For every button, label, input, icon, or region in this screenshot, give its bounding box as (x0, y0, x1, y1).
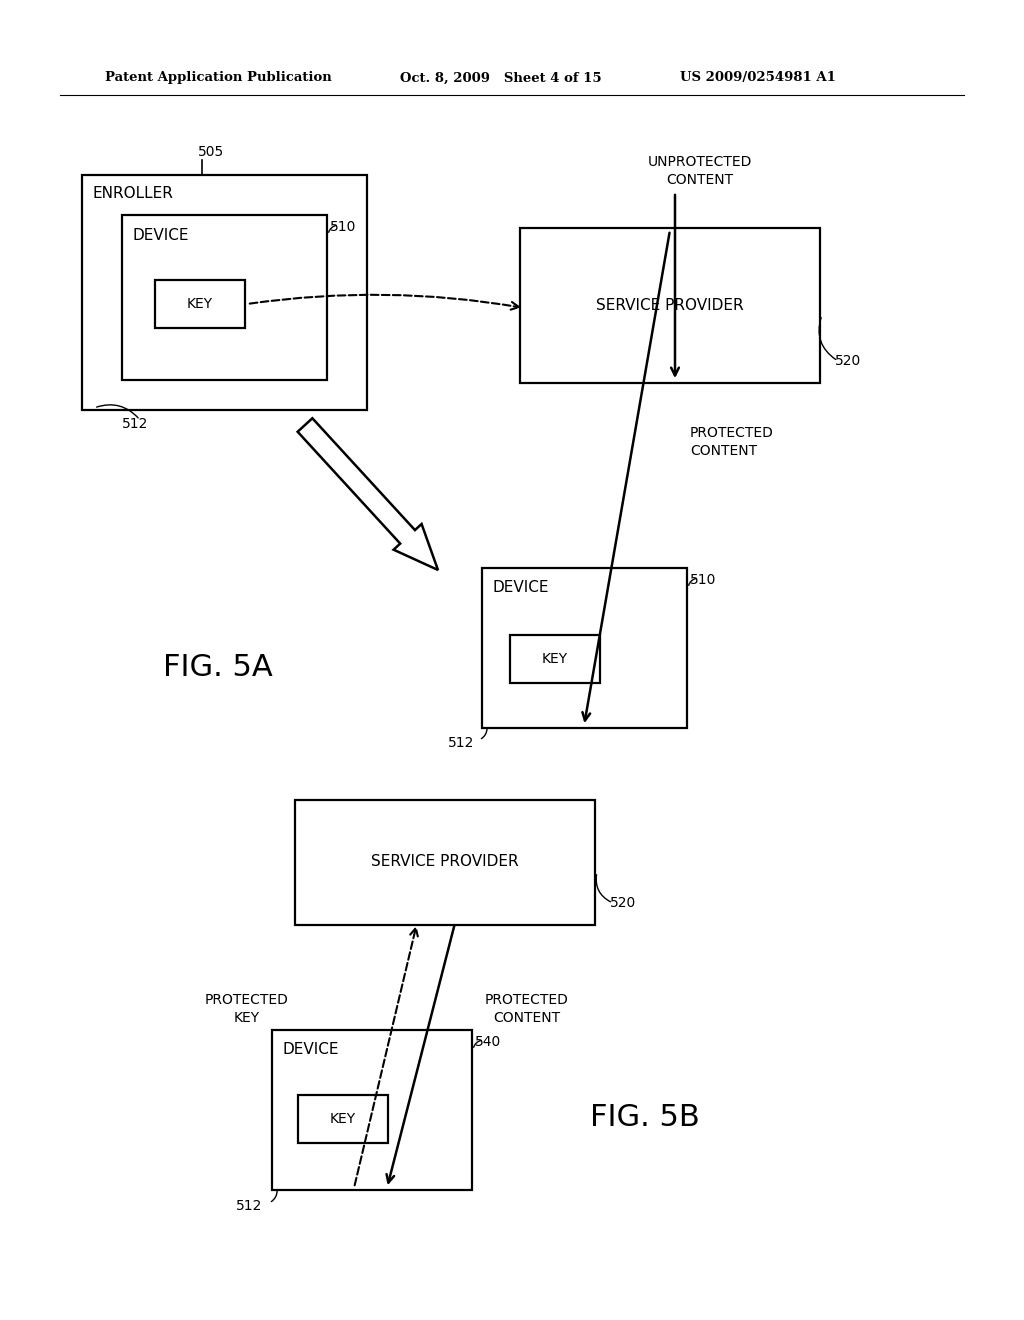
Bar (520, 228, 820, 383)
Text: PROTECTED: PROTECTED (690, 426, 774, 440)
Text: KEY: KEY (187, 297, 213, 312)
Text: 510: 510 (690, 573, 717, 587)
Bar (510, 635, 600, 682)
Text: FIG. 5B: FIG. 5B (590, 1104, 699, 1133)
Bar (82, 176, 367, 411)
Text: PROTECTED: PROTECTED (205, 993, 289, 1007)
Text: Oct. 8, 2009   Sheet 4 of 15: Oct. 8, 2009 Sheet 4 of 15 (400, 71, 602, 84)
Text: DEVICE: DEVICE (282, 1043, 339, 1057)
Bar (298, 1096, 388, 1143)
Text: 512: 512 (236, 1199, 262, 1213)
Text: PROTECTED: PROTECTED (485, 993, 569, 1007)
Text: 512: 512 (447, 737, 474, 750)
Bar (272, 1030, 472, 1191)
Text: US 2009/0254981 A1: US 2009/0254981 A1 (680, 71, 836, 84)
Text: DEVICE: DEVICE (492, 581, 549, 595)
Bar (295, 800, 595, 925)
Text: KEY: KEY (330, 1111, 356, 1126)
Bar (155, 280, 245, 327)
Bar (482, 568, 687, 729)
Text: SERVICE PROVIDER: SERVICE PROVIDER (596, 297, 743, 313)
Text: CONTENT: CONTENT (690, 444, 757, 458)
Text: 510: 510 (330, 220, 356, 234)
Text: 505: 505 (198, 145, 224, 158)
Polygon shape (298, 418, 438, 570)
Text: ENROLLER: ENROLLER (92, 186, 173, 201)
Text: CONTENT: CONTENT (494, 1011, 560, 1026)
Text: KEY: KEY (542, 652, 568, 667)
Text: 520: 520 (835, 354, 861, 368)
Text: FIG. 5A: FIG. 5A (163, 653, 272, 682)
Text: SERVICE PROVIDER: SERVICE PROVIDER (371, 854, 519, 870)
Text: CONTENT: CONTENT (667, 173, 733, 187)
Text: UNPROTECTED: UNPROTECTED (648, 154, 753, 169)
Text: KEY: KEY (233, 1011, 260, 1026)
Text: Patent Application Publication: Patent Application Publication (105, 71, 332, 84)
Text: DEVICE: DEVICE (132, 227, 188, 243)
Text: 540: 540 (475, 1035, 502, 1049)
Bar (122, 215, 327, 380)
Text: 520: 520 (610, 896, 636, 909)
Text: 512: 512 (122, 417, 148, 432)
